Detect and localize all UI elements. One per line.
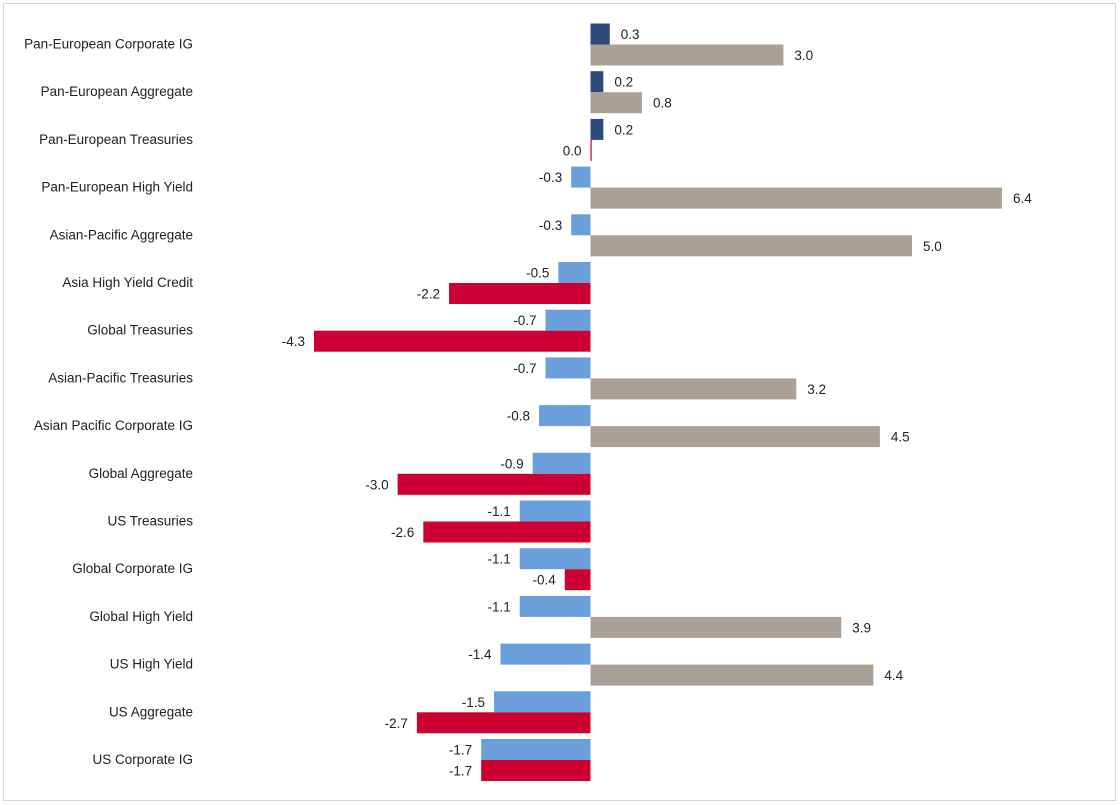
bar (481, 760, 591, 781)
bar (539, 405, 591, 427)
bar (564, 569, 591, 591)
data-label: -0.5 (526, 266, 549, 281)
bar (590, 426, 880, 448)
bar (590, 664, 874, 686)
bar (545, 309, 591, 331)
category-label: Asian-Pacific Aggregate (50, 227, 193, 242)
data-label: -1.1 (488, 552, 511, 567)
data-label: 4.4 (884, 668, 903, 683)
bar-chart: Pan-European Corporate IG Pan-European Ag… (24, 23, 1033, 781)
bar (590, 139, 592, 161)
data-label: 3.2 (807, 382, 826, 397)
data-label: 5.0 (923, 239, 942, 254)
data-label: -4.3 (282, 334, 305, 349)
data-label: -1.1 (488, 504, 511, 519)
category-label: Pan-European Treasuries (39, 132, 193, 147)
data-label: -2.7 (385, 716, 408, 731)
data-label: -0.8 (507, 409, 530, 424)
data-label: 3.9 (852, 620, 871, 635)
bar (558, 262, 591, 283)
data-label: 0.2 (614, 122, 633, 137)
bar (481, 739, 591, 760)
category-label: Global Aggregate (89, 466, 193, 481)
data-label: -0.4 (533, 573, 557, 588)
bar (590, 71, 604, 93)
data-label: 0.8 (653, 96, 672, 111)
chart-frame: Pan-European Corporate IG Pan-European Ag… (3, 3, 1116, 801)
bar (590, 44, 784, 66)
category-label: Global Treasuries (87, 323, 193, 338)
data-label: -2.6 (391, 525, 414, 540)
category-label: Pan-European Corporate IG (24, 37, 193, 52)
data-label: 4.5 (891, 430, 910, 445)
data-label: 0.3 (621, 27, 640, 42)
bar (416, 712, 591, 734)
bar (590, 235, 912, 257)
bar (397, 473, 591, 495)
data-label: -0.7 (513, 361, 536, 376)
bar (571, 214, 591, 236)
bar (590, 23, 610, 45)
bar (449, 283, 591, 304)
bars (314, 23, 1003, 781)
data-label: 6.4 (1013, 191, 1032, 206)
data-label: -1.1 (488, 599, 511, 614)
bar (590, 92, 642, 114)
category-label: US Treasuries (107, 514, 193, 529)
bar (590, 187, 1003, 209)
category-label: Asian-Pacific Treasuries (48, 370, 193, 385)
bar (500, 643, 591, 665)
category-label: Pan-European Aggregate (41, 84, 193, 99)
bar (571, 166, 591, 188)
bar (519, 548, 591, 570)
data-label: -1.7 (449, 764, 472, 779)
category-labels: Pan-European Corporate IG Pan-European Ag… (24, 37, 193, 768)
category-label: Asian Pacific Corporate IG (34, 418, 193, 433)
data-label: -0.3 (539, 170, 562, 185)
data-label: -3.0 (365, 477, 388, 492)
bar (519, 500, 591, 522)
bar (423, 521, 591, 543)
category-label: Global High Yield (89, 609, 193, 624)
bar (314, 330, 591, 352)
bar (532, 452, 591, 474)
bar (590, 378, 797, 400)
data-label: -0.9 (500, 456, 523, 471)
category-label: US High Yield (110, 657, 193, 672)
category-label: Asia High Yield Credit (62, 275, 193, 290)
value-labels: 0.33.00.20.80.20.0-0.36.4-0.35.0-0.5-2.2… (282, 27, 1033, 779)
data-label: 3.0 (794, 48, 813, 63)
data-label: -1.5 (462, 695, 485, 710)
data-label: 0.0 (563, 143, 582, 158)
data-label: -0.7 (513, 313, 536, 328)
bar (590, 616, 842, 638)
category-label: US Aggregate (109, 704, 193, 719)
data-label: -0.3 (539, 218, 562, 233)
bar (494, 691, 591, 713)
bar (545, 357, 591, 379)
data-label: -1.7 (449, 743, 472, 758)
category-label: Global Corporate IG (72, 561, 193, 576)
category-label: US Corporate IG (92, 752, 193, 767)
data-label: -1.4 (468, 647, 492, 662)
category-label: Pan-European High Yield (41, 180, 193, 195)
bar (590, 118, 604, 140)
data-label: -2.2 (417, 287, 440, 302)
bar (519, 595, 591, 617)
data-label: 0.2 (614, 75, 633, 90)
